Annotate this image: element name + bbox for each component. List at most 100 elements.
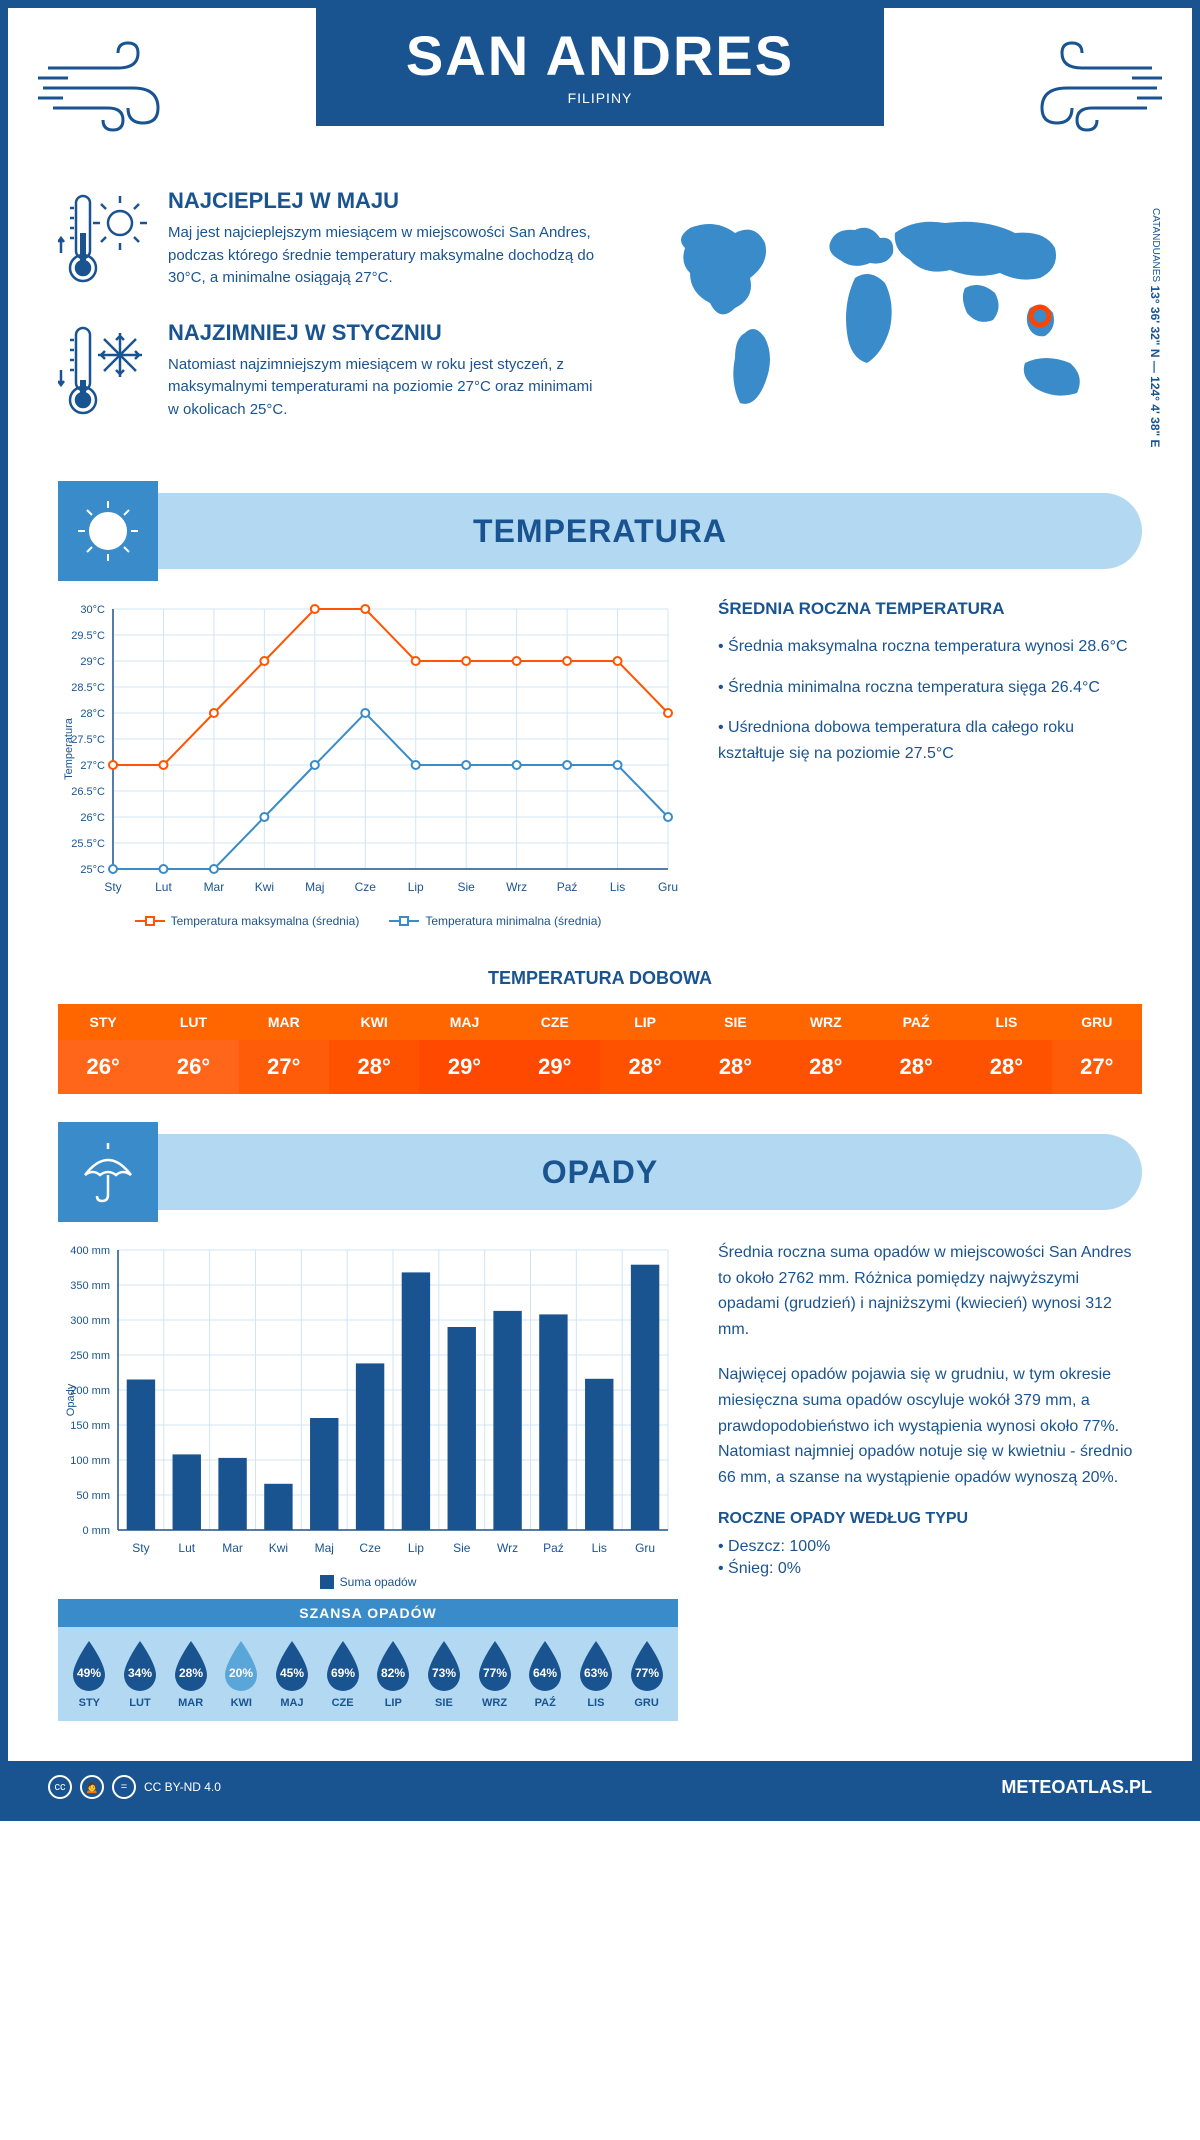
- coldest-desc: Natomiast najzimniejszym miesiącem w rok…: [168, 354, 598, 422]
- svg-text:29.5°C: 29.5°C: [71, 630, 105, 642]
- daily-td: 26°: [58, 1040, 148, 1094]
- by-icon: 🙍: [80, 1775, 104, 1799]
- svg-text:73%: 73%: [432, 1666, 456, 1680]
- svg-text:Wrz: Wrz: [506, 880, 527, 894]
- daily-td: 28°: [871, 1040, 961, 1094]
- daily-th: CZE: [510, 1004, 600, 1040]
- avg-temp-title: ŚREDNIA ROCZNA TEMPERATURA: [718, 599, 1142, 619]
- daily-th: PAŹ: [871, 1004, 961, 1040]
- hottest-text: NAJCIEPLEJ W MAJU Maj jest najcieplejszy…: [168, 188, 598, 290]
- daily-th: LIP: [600, 1004, 690, 1040]
- chance-drop: 73%SIE: [423, 1639, 465, 1709]
- precipitation-body: 0 mm50 mm100 mm150 mm200 mm250 mm300 mm3…: [8, 1240, 1192, 1761]
- hottest-title: NAJCIEPLEJ W MAJU: [168, 188, 598, 214]
- svg-text:Kwi: Kwi: [269, 1541, 288, 1555]
- svg-text:150 mm: 150 mm: [70, 1420, 110, 1432]
- hottest-block: NAJCIEPLEJ W MAJU Maj jest najcieplejszy…: [58, 188, 598, 290]
- avg-temp-b2: • Średnia minimalna roczna temperatura s…: [718, 675, 1142, 701]
- daily-td: 29°: [510, 1040, 600, 1094]
- svg-text:50 mm: 50 mm: [76, 1490, 110, 1502]
- chance-month: MAR: [170, 1697, 212, 1709]
- chance-drop: 64% PAŹ: [524, 1639, 566, 1709]
- svg-text:Lut: Lut: [155, 880, 172, 894]
- chance-drop: 82%LIP: [372, 1639, 414, 1709]
- svg-text:Kwi: Kwi: [255, 880, 274, 894]
- svg-text:Paź: Paź: [557, 880, 578, 894]
- drop-icon: 64%: [524, 1639, 566, 1691]
- chance-drop: 77%GRU: [626, 1639, 668, 1709]
- cc-icon: cc: [48, 1775, 72, 1799]
- precip-p1: Średnia roczna suma opadów w miejscowośc…: [718, 1240, 1142, 1342]
- daily-th: MAR: [239, 1004, 329, 1040]
- wind-icon-left: [38, 38, 178, 138]
- footer: cc 🙍 = CC BY-ND 4.0 METEOATLAS.PL: [8, 1761, 1192, 1813]
- drop-icon: 63%: [575, 1639, 617, 1691]
- svg-text:26.5°C: 26.5°C: [71, 786, 105, 798]
- svg-text:77%: 77%: [635, 1666, 659, 1680]
- drop-icon: 69%: [322, 1639, 364, 1691]
- avg-temp-b1: • Średnia maksymalna roczna temperatura …: [718, 634, 1142, 660]
- legend-max: Temperatura maksymalna (średnia): [135, 914, 360, 928]
- legend-min: Temperatura minimalna (średnia): [389, 914, 601, 928]
- svg-text:27°C: 27°C: [80, 760, 105, 772]
- chance-month: LIS: [575, 1697, 617, 1709]
- drop-icon: 73%: [423, 1639, 465, 1691]
- precipitation-title: OPADY: [542, 1154, 658, 1191]
- svg-text:Maj: Maj: [305, 880, 324, 894]
- daily-td: 28°: [781, 1040, 871, 1094]
- legend-min-label: Temperatura minimalna (średnia): [425, 914, 601, 928]
- chance-month: PAŹ: [524, 1697, 566, 1709]
- coldest-text: NAJZIMNIEJ W STYCZNIU Natomiast najzimni…: [168, 320, 598, 422]
- daily-th: MAJ: [419, 1004, 509, 1040]
- daily-td: 29°: [419, 1040, 509, 1094]
- svg-text:63%: 63%: [584, 1666, 608, 1680]
- temperature-legend: Temperatura maksymalna (średnia) Tempera…: [58, 914, 678, 928]
- sun-icon: [73, 496, 143, 566]
- svg-text:Wrz: Wrz: [497, 1541, 518, 1555]
- chance-drop: 45%MAJ: [271, 1639, 313, 1709]
- daily-td: 28°: [600, 1040, 690, 1094]
- svg-text:Lip: Lip: [408, 1541, 424, 1555]
- temperature-body: 25°C25.5°C26°C26.5°C27°C27.5°C28°C28.5°C…: [8, 599, 1192, 948]
- world-map: [628, 188, 1142, 448]
- daily-td: 27°: [239, 1040, 329, 1094]
- svg-text:Lip: Lip: [408, 880, 424, 894]
- coldest-title: NAJZIMNIEJ W STYCZNIU: [168, 320, 598, 346]
- chance-drop: 49%STY: [68, 1639, 110, 1709]
- site-name: METEOATLAS.PL: [1001, 1777, 1152, 1798]
- coordinates: CATANDUANES 13° 36' 32" N — 124° 4' 38" …: [1148, 208, 1162, 448]
- coords-value: 13° 36' 32" N — 124° 4' 38" E: [1148, 285, 1162, 447]
- drop-icon: 28%: [170, 1639, 212, 1691]
- drop-icon: 77%: [474, 1639, 516, 1691]
- chance-drop: 20%KWI: [220, 1639, 262, 1709]
- svg-text:28%: 28%: [179, 1666, 203, 1680]
- chance-month: WRZ: [474, 1697, 516, 1709]
- svg-text:34%: 34%: [128, 1666, 152, 1680]
- chance-month: LIP: [372, 1697, 414, 1709]
- svg-text:Sie: Sie: [453, 1541, 471, 1555]
- city-title: SAN ANDRES: [406, 23, 794, 88]
- svg-text:20%: 20%: [229, 1666, 253, 1680]
- svg-text:64%: 64%: [533, 1666, 557, 1680]
- svg-text:27.5°C: 27.5°C: [71, 734, 105, 746]
- wind-icon-right: [1022, 38, 1162, 138]
- sun-badge: [58, 481, 158, 581]
- chance-drop: 28% MAR: [170, 1639, 212, 1709]
- precipitation-section-header: OPADY: [58, 1134, 1142, 1210]
- chance-row: 49%STY34%LUT28%MAR20%KWI45%MAJ69%CZE82%L…: [58, 1627, 678, 1721]
- svg-text:400 mm: 400 mm: [70, 1245, 110, 1257]
- svg-text:25.5°C: 25.5°C: [71, 838, 105, 850]
- hottest-desc: Maj jest najcieplejszym miesiącem w miej…: [168, 222, 598, 290]
- daily-th: WRZ: [781, 1004, 871, 1040]
- daily-temp-title: TEMPERATURA DOBOWA: [8, 968, 1192, 989]
- drop-icon: 49%: [68, 1639, 110, 1691]
- precipitation-legend: Suma opadów: [58, 1575, 678, 1589]
- svg-text:45%: 45%: [280, 1666, 304, 1680]
- svg-text:250 mm: 250 mm: [70, 1350, 110, 1362]
- svg-text:Lut: Lut: [178, 1541, 195, 1555]
- legend-sum: Suma opadów: [320, 1575, 417, 1589]
- drop-icon: 77%: [626, 1639, 668, 1691]
- svg-text:Sty: Sty: [132, 1541, 149, 1555]
- chance-drop: 34%LUT: [119, 1639, 161, 1709]
- daily-td: 26°: [148, 1040, 238, 1094]
